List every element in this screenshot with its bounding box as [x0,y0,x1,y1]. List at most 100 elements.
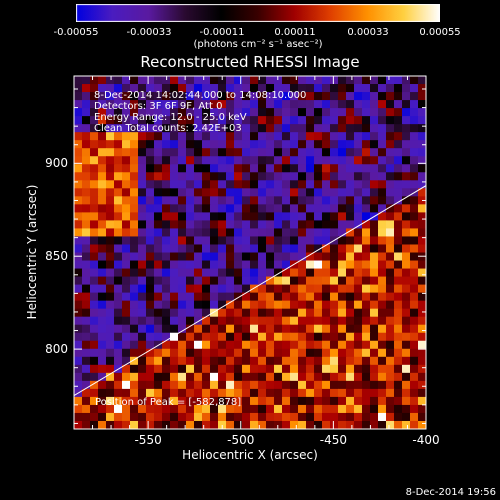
heatmap-cell [162,300,171,310]
heatmap-cell [258,420,267,429]
heatmap-cell [74,260,83,270]
heatmap-cell [98,332,107,342]
heatmap-cell [354,228,363,237]
heatmap-cell [122,236,131,245]
heatmap-cell [186,372,195,382]
heatmap-cell [202,284,211,294]
heatmap-cell [226,220,235,229]
heatmap-cell [306,196,315,205]
heatmap-cell [178,148,187,157]
heatmap-cell [266,188,275,197]
heatmap-cell [290,356,299,366]
heatmap-cell [314,108,323,117]
heatmap-cell [290,180,299,189]
heatmap-cell [298,116,307,125]
heatmap-cell [378,92,387,101]
heatmap-cell [282,332,291,342]
heatmap-cell [274,276,283,286]
heatmap-cell [266,404,275,414]
heatmap-cell [202,172,211,181]
heatmap-cell [74,364,83,374]
heatmap-cell [74,156,83,165]
heatmap-cell [210,204,219,213]
heatmap-cell [74,132,83,141]
heatmap-cell [290,340,299,350]
heatmap-cell [202,244,211,253]
heatmap-cell [250,396,259,406]
heatmap-cell [258,228,267,237]
heatmap-cell [386,284,395,294]
heatmap-cell [338,276,347,286]
heatmap-cell [202,364,211,374]
heatmap-cell [258,340,267,350]
heatmap-cell [354,140,363,149]
heatmap-cell [386,388,395,398]
heatmap-cell [266,100,275,109]
heatmap-cell [138,292,147,302]
heatmap-cell [386,212,395,221]
heatmap-cell [154,228,163,237]
heatmap-cell [266,420,275,429]
heatmap-cell [234,156,243,165]
heatmap-cell [82,124,91,133]
heatmap-cell [354,188,363,197]
heatmap-cell [258,252,267,262]
heatmap-cell [202,260,211,270]
heatmap-cell [346,332,355,342]
heatmap-cell [130,252,139,262]
heatmap-cell [74,212,83,221]
heatmap-cell [74,284,83,294]
heatmap-cell [274,332,283,342]
heatmap-cell [170,212,179,221]
heatmap-cell [306,132,315,141]
heatmap-cell [90,308,99,318]
heatmap-cell [98,148,107,157]
heatmap-cell [370,356,379,366]
heatmap-cell [146,324,155,334]
heatmap-cell [362,252,371,262]
heatmap-cell [282,132,291,141]
heatmap-cell [82,132,91,141]
heatmap-cell [82,364,91,374]
heatmap-cell [362,92,371,101]
heatmap-cell [194,300,203,310]
heatmap-cell [362,364,371,374]
heatmap-cell [258,292,267,302]
heatmap-cell [194,364,203,374]
heatmap-cell [210,332,219,342]
heatmap-cell [266,220,275,229]
heatmap-cell [386,140,395,149]
heatmap-cell [306,220,315,229]
heatmap-cell [314,188,323,197]
heatmap-cell [410,172,419,181]
heatmap-cell [330,212,339,221]
heatmap-cell [418,308,426,318]
heatmap-cell [90,220,99,229]
heatmap-cell [290,420,299,429]
heatmap-cell [114,236,123,245]
heatmap-cell [306,76,315,85]
heatmap-cell [314,380,323,390]
heatmap-cell [258,76,267,85]
heatmap-cell [226,100,235,109]
heatmap-cell [186,228,195,237]
heatmap-cell [210,364,219,374]
heatmap-cell [394,396,403,406]
heatmap-cell [362,300,371,310]
heatmap-cell [202,412,211,422]
heatmap-cell [178,228,187,237]
heatmap-cell [306,156,315,165]
heatmap-cell [170,324,179,334]
heatmap-cell [330,140,339,149]
heatmap-cell [418,340,426,350]
heatmap-cell [394,388,403,398]
heatmap-cell [122,196,131,205]
heatmap-cell [258,316,267,326]
heatmap-cell [282,348,291,358]
heatmap-cell [154,140,163,149]
heatmap-cell [378,180,387,189]
heatmap-cell [282,404,291,414]
heatmap-cell [234,220,243,229]
heatmap-cell [330,316,339,326]
heatmap-cell [130,236,139,245]
